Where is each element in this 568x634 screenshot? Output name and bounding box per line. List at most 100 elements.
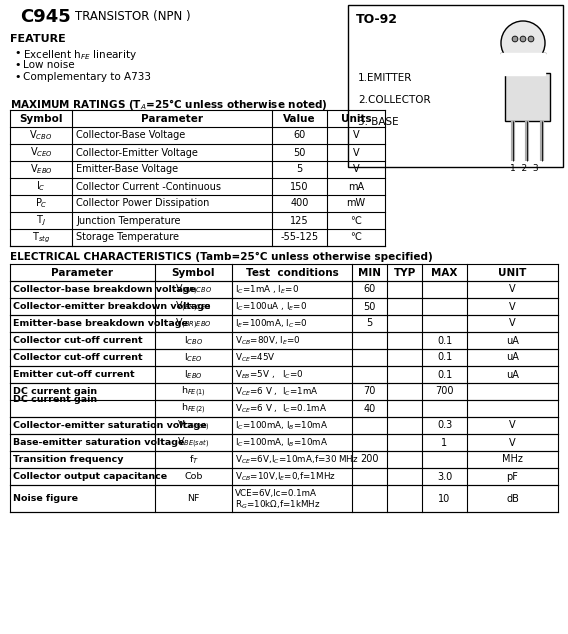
Text: VCE=6V,Ic=0.1mA: VCE=6V,Ic=0.1mA xyxy=(235,489,317,498)
Text: 70: 70 xyxy=(364,387,375,396)
Text: I$_C$=100uA , I$_E$=0: I$_C$=100uA , I$_E$=0 xyxy=(235,301,307,313)
Text: I$_{EBO}$: I$_{EBO}$ xyxy=(184,368,203,381)
Text: MAXIMUM RATINGS (T$_{A}$=25°C unless otherwise noted): MAXIMUM RATINGS (T$_{A}$=25°C unless oth… xyxy=(10,97,328,112)
Text: V$_{CB}$=10V,I$_E$=0,f=1MHz: V$_{CB}$=10V,I$_E$=0,f=1MHz xyxy=(235,470,336,482)
Text: 40: 40 xyxy=(364,403,375,413)
Text: Parameter: Parameter xyxy=(52,268,114,278)
Text: ℃: ℃ xyxy=(350,216,361,226)
Text: V: V xyxy=(353,131,360,141)
Text: 1.EMITTER: 1.EMITTER xyxy=(358,73,412,83)
Text: Emitter-Base Voltage: Emitter-Base Voltage xyxy=(76,164,178,174)
Text: •: • xyxy=(14,60,20,70)
Text: 50: 50 xyxy=(364,302,375,311)
Text: Emitter cut-off current: Emitter cut-off current xyxy=(13,370,135,379)
Text: Collector cut-off current: Collector cut-off current xyxy=(13,336,143,345)
Text: ELECTRICAL CHARACTERISTICS (Tamb=25°C unless otherwise specified): ELECTRICAL CHARACTERISTICS (Tamb=25°C un… xyxy=(10,252,433,262)
Text: Cob: Cob xyxy=(184,472,203,481)
Text: Test  conditions: Test conditions xyxy=(245,268,339,278)
Text: V$_{CE(sat)}$: V$_{CE(sat)}$ xyxy=(177,418,210,433)
Text: V$_{CE}$=45V: V$_{CE}$=45V xyxy=(235,351,276,364)
Text: MHz: MHz xyxy=(502,455,523,465)
Text: I$_C$=1mA , I$_E$=0: I$_C$=1mA , I$_E$=0 xyxy=(235,283,299,295)
Text: I$_E$=100mA, I$_C$=0: I$_E$=100mA, I$_C$=0 xyxy=(235,317,307,330)
Text: Collector-emitter breakdown voltage: Collector-emitter breakdown voltage xyxy=(13,302,211,311)
Text: I$_C$: I$_C$ xyxy=(36,179,46,193)
Text: -55-125: -55-125 xyxy=(281,233,319,242)
Text: 400: 400 xyxy=(290,198,308,209)
Text: V$_{CE}$=6V,I$_C$=10mA,f=30 MHz: V$_{CE}$=6V,I$_C$=10mA,f=30 MHz xyxy=(235,453,359,466)
Text: mA: mA xyxy=(348,181,364,191)
Bar xyxy=(505,73,550,121)
Text: UNIT: UNIT xyxy=(498,268,527,278)
Text: Collector-base breakdown voltage: Collector-base breakdown voltage xyxy=(13,285,196,294)
Text: T$_{stg}$: T$_{stg}$ xyxy=(32,230,50,245)
Text: Symbol: Symbol xyxy=(172,268,215,278)
Text: 60: 60 xyxy=(294,131,306,141)
Text: 50: 50 xyxy=(293,148,306,157)
Text: dB: dB xyxy=(506,493,519,503)
Text: 2.COLLECTOR: 2.COLLECTOR xyxy=(358,95,431,105)
Text: Emitter-base breakdown voltage: Emitter-base breakdown voltage xyxy=(13,319,188,328)
Circle shape xyxy=(528,36,534,42)
Text: FEATURE: FEATURE xyxy=(10,34,66,44)
Text: 1: 1 xyxy=(441,437,448,448)
Text: Parameter: Parameter xyxy=(141,113,203,124)
Text: ℃: ℃ xyxy=(350,233,361,242)
Text: 5: 5 xyxy=(296,164,303,174)
Text: h$_{FE(1)}$: h$_{FE(1)}$ xyxy=(181,384,206,399)
Text: V$_{EB}$=5V ,   I$_C$=0: V$_{EB}$=5V , I$_C$=0 xyxy=(235,368,304,381)
Text: pF: pF xyxy=(507,472,519,481)
Text: h$_{FE(2)}$: h$_{FE(2)}$ xyxy=(181,401,206,416)
Text: V$_{BE(sat)}$: V$_{BE(sat)}$ xyxy=(177,435,210,450)
Text: TRANSISTOR (NPN ): TRANSISTOR (NPN ) xyxy=(75,10,191,23)
Circle shape xyxy=(520,36,526,42)
Text: mW: mW xyxy=(346,198,366,209)
Text: V$_{(BR)EBO}$: V$_{(BR)EBO}$ xyxy=(175,316,212,331)
Text: I$_{CEO}$: I$_{CEO}$ xyxy=(184,351,203,364)
Text: 0.3: 0.3 xyxy=(437,420,452,430)
Text: Collector cut-off current: Collector cut-off current xyxy=(13,353,143,362)
Text: Excellent h$_{FE}$ linearity: Excellent h$_{FE}$ linearity xyxy=(23,48,137,62)
Text: Collector-Base Voltage: Collector-Base Voltage xyxy=(76,131,185,141)
Text: V$_{(BR)CBO}$: V$_{(BR)CBO}$ xyxy=(175,282,212,297)
Text: V: V xyxy=(509,285,516,295)
Text: 3. BASE: 3. BASE xyxy=(358,117,399,127)
Text: V: V xyxy=(353,164,360,174)
Text: I$_C$=100mA, I$_B$=10mA: I$_C$=100mA, I$_B$=10mA xyxy=(235,419,328,432)
Text: Collector Power Dissipation: Collector Power Dissipation xyxy=(76,198,210,209)
Text: V$_{CBO}$: V$_{CBO}$ xyxy=(30,129,53,143)
Text: Units: Units xyxy=(341,113,371,124)
Text: uA: uA xyxy=(506,370,519,380)
Text: 0.1: 0.1 xyxy=(437,370,452,380)
Text: Transition frequency: Transition frequency xyxy=(13,455,123,464)
Text: NF: NF xyxy=(187,494,200,503)
Text: 5: 5 xyxy=(366,318,373,328)
Text: Storage Temperature: Storage Temperature xyxy=(76,233,179,242)
Text: 0.1: 0.1 xyxy=(437,335,452,346)
Text: V$_{CEO}$: V$_{CEO}$ xyxy=(30,146,52,159)
Text: V$_{CE}$=6 V ,  I$_C$=0.1mA: V$_{CE}$=6 V , I$_C$=0.1mA xyxy=(235,402,327,415)
Text: V: V xyxy=(509,302,516,311)
Text: Noise figure: Noise figure xyxy=(13,494,78,503)
Text: DC current gain: DC current gain xyxy=(13,396,97,404)
Text: V: V xyxy=(353,148,360,157)
Text: T$_J$: T$_J$ xyxy=(36,213,46,228)
Text: V$_{EBO}$: V$_{EBO}$ xyxy=(30,162,52,176)
Text: V$_{(BR)CEO}$: V$_{(BR)CEO}$ xyxy=(175,299,212,314)
Text: V$_{CE}$=6 V ,  I$_C$=1mA: V$_{CE}$=6 V , I$_C$=1mA xyxy=(235,385,319,398)
Text: •: • xyxy=(14,48,20,58)
Text: Symbol: Symbol xyxy=(19,113,62,124)
Text: 125: 125 xyxy=(290,216,309,226)
Text: Complementary to A733: Complementary to A733 xyxy=(23,72,151,82)
Text: Value: Value xyxy=(283,113,316,124)
Text: Collector output capacitance: Collector output capacitance xyxy=(13,472,167,481)
Text: MAX: MAX xyxy=(431,268,458,278)
Text: Junction Temperature: Junction Temperature xyxy=(76,216,181,226)
Text: V: V xyxy=(509,420,516,430)
Text: Base-emitter saturation voltage: Base-emitter saturation voltage xyxy=(13,438,185,447)
Text: 60: 60 xyxy=(364,285,375,295)
Text: uA: uA xyxy=(506,353,519,363)
Text: V: V xyxy=(509,437,516,448)
Text: Collector-Emitter Voltage: Collector-Emitter Voltage xyxy=(76,148,198,157)
Text: P$_C$: P$_C$ xyxy=(35,197,47,210)
